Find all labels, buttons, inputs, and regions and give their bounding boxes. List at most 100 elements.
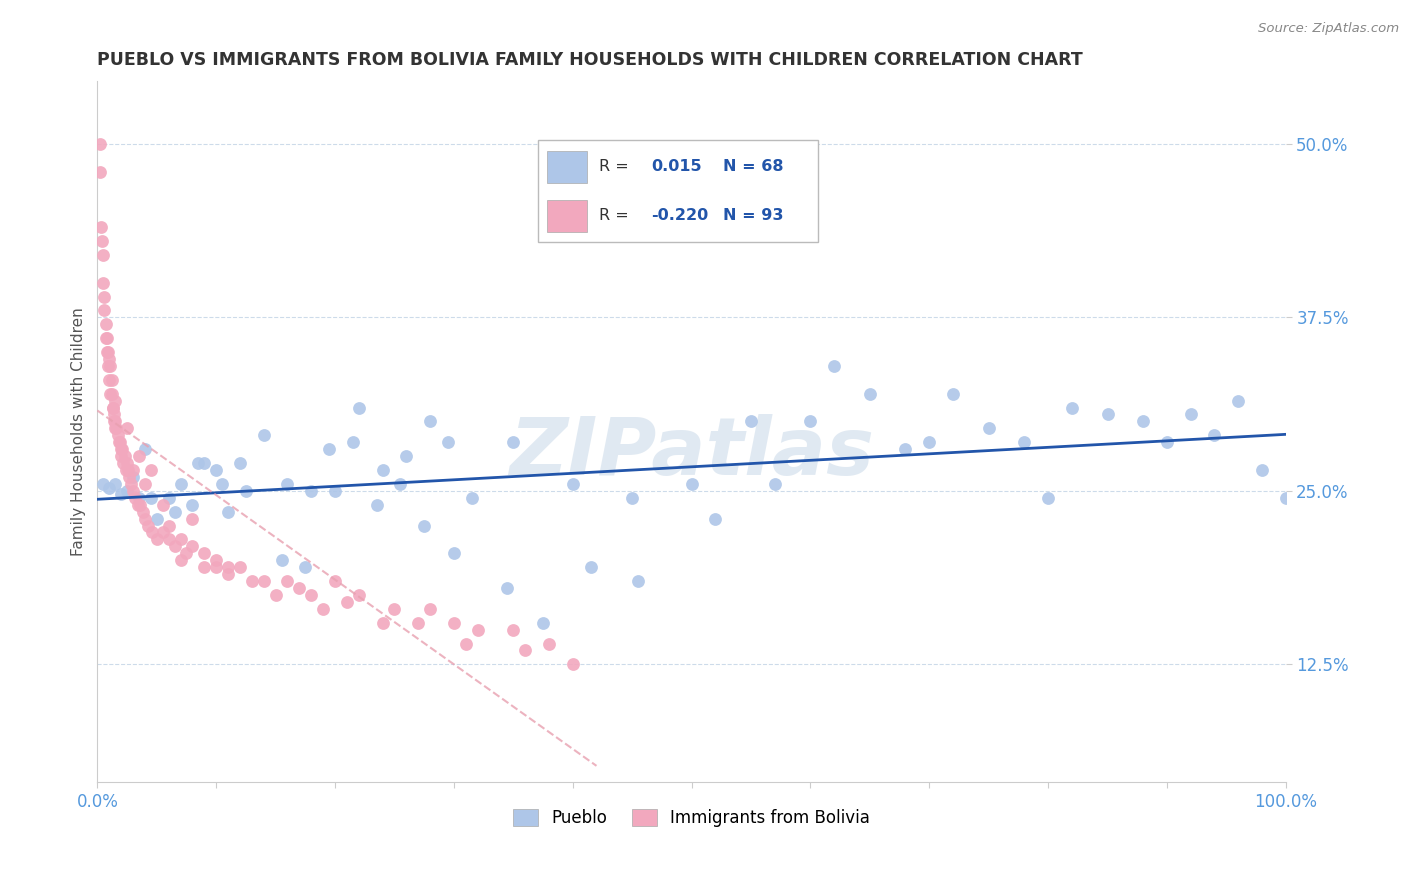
Point (91, 234, 114, 248)
Point (97, 345, 120, 359)
Point (531, 615, 554, 630)
Point (740, 414, 762, 428)
Point (217, 567, 239, 582)
Point (110, 486, 132, 500)
Text: R =: R = (599, 159, 628, 174)
Point (111, 442, 134, 457)
Point (94, 331, 117, 345)
Point (157, 518, 180, 533)
Point (502, 623, 524, 637)
Point (763, 476, 786, 491)
Point (91, 248, 114, 262)
Point (1274, 491, 1296, 505)
Point (193, 456, 215, 470)
Point (169, 476, 191, 491)
Y-axis label: Family Households with Children: Family Households with Children (72, 308, 86, 557)
Text: N = 93: N = 93 (723, 208, 783, 223)
Point (235, 483, 257, 498)
Point (101, 401, 124, 415)
Point (122, 463, 145, 477)
Point (229, 560, 252, 574)
Point (240, 574, 263, 588)
Point (443, 615, 465, 630)
Point (141, 525, 163, 540)
Point (100, 386, 122, 401)
Point (561, 657, 583, 672)
Point (110, 449, 132, 463)
Point (131, 505, 153, 519)
Point (211, 476, 233, 491)
Point (101, 401, 124, 415)
Point (176, 546, 198, 560)
Point (100, 373, 122, 387)
Point (103, 408, 125, 422)
Point (107, 435, 129, 450)
Point (467, 623, 489, 637)
Point (312, 602, 335, 616)
Point (103, 414, 125, 428)
Point (91, 476, 114, 491)
Point (89, 136, 111, 151)
Point (134, 442, 156, 457)
Text: ZIPatlas: ZIPatlas (509, 414, 875, 491)
Point (138, 518, 160, 533)
Point (1204, 428, 1226, 442)
Point (621, 491, 644, 505)
Point (120, 476, 142, 491)
Point (187, 456, 209, 470)
Point (146, 533, 169, 547)
Point (454, 636, 477, 650)
Point (288, 581, 311, 595)
Point (384, 602, 406, 616)
Point (460, 491, 482, 505)
Point (98, 373, 121, 387)
Point (389, 476, 412, 491)
Point (100, 359, 122, 373)
Point (413, 518, 436, 533)
Point (918, 435, 941, 450)
Point (205, 560, 228, 574)
Point (799, 414, 821, 428)
Point (299, 588, 322, 602)
Point (1060, 401, 1083, 415)
Point (105, 421, 128, 435)
Text: R =: R = (599, 208, 628, 223)
Point (128, 491, 150, 505)
Point (163, 540, 186, 554)
Point (627, 574, 650, 588)
Point (253, 574, 276, 588)
Point (323, 574, 346, 588)
Point (146, 511, 169, 525)
Point (270, 553, 292, 567)
Point (115, 421, 138, 435)
Point (157, 533, 180, 547)
Point (205, 463, 228, 477)
Point (89, 164, 111, 178)
Point (163, 505, 186, 519)
Point (104, 393, 127, 408)
Point (152, 498, 174, 512)
Point (134, 476, 156, 491)
Point (110, 442, 132, 457)
Point (264, 588, 287, 602)
Point (217, 560, 239, 574)
Point (371, 615, 394, 630)
Point (108, 435, 131, 450)
Point (299, 483, 322, 498)
Point (169, 553, 191, 567)
Point (1227, 393, 1250, 408)
Point (122, 483, 145, 498)
Bar (547, 200, 588, 232)
Point (104, 476, 127, 491)
Legend: Pueblo, Immigrants from Bolivia: Pueblo, Immigrants from Bolivia (506, 802, 877, 834)
Point (894, 442, 917, 457)
Point (443, 546, 465, 560)
Point (253, 428, 276, 442)
Text: 0.015: 0.015 (651, 159, 702, 174)
Point (1036, 491, 1059, 505)
Point (561, 476, 583, 491)
Point (96, 345, 118, 359)
Point (181, 498, 204, 512)
Bar (547, 151, 588, 183)
Point (115, 483, 138, 498)
